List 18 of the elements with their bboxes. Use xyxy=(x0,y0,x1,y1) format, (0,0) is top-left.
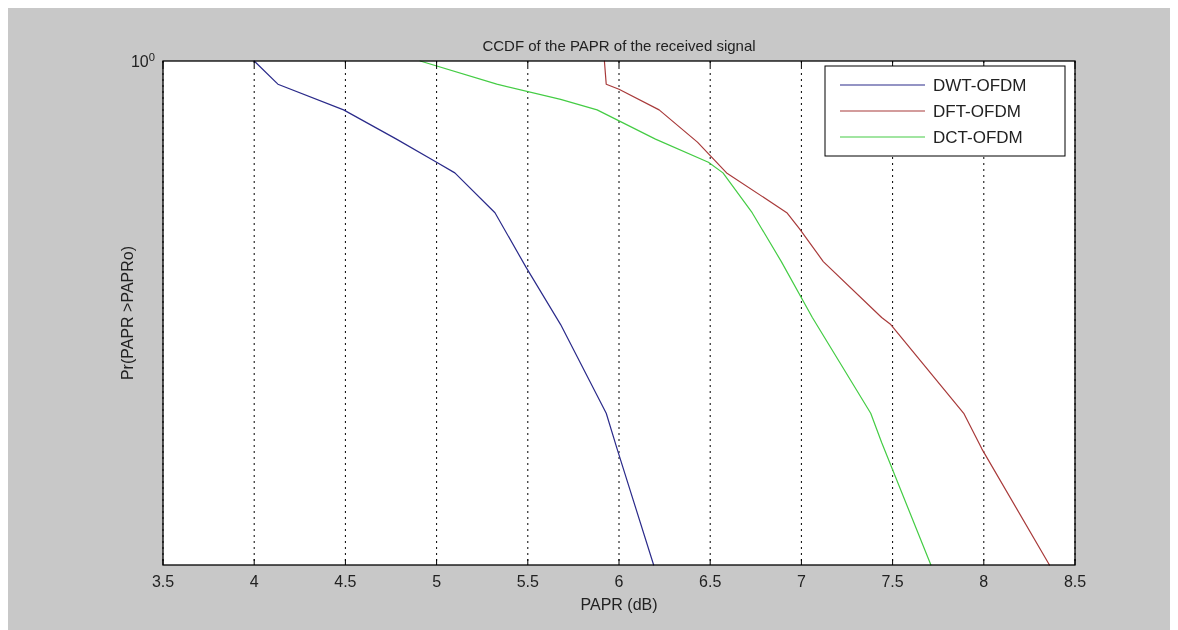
text: 10$^{0}$ xyxy=(130,51,155,70)
chart-title: CCDF of the PAPR of the received signal xyxy=(482,37,756,54)
legend-label: DFT-OFDM xyxy=(933,102,1021,121)
x-axis-title: PAPR (dB) xyxy=(580,596,658,613)
x-tick-label: 8.5 xyxy=(1063,573,1087,590)
x-tick-label: 7.5 xyxy=(881,573,904,590)
x-tick-label: 5.5 xyxy=(516,573,540,590)
x-tick-label: 7 xyxy=(796,573,806,590)
legend-label: DWT-OFDM xyxy=(933,76,1027,95)
legend-label: DCT-OFDM xyxy=(933,128,1023,147)
x-tick-label: 4.5 xyxy=(334,573,357,590)
x-tick-label: 5 xyxy=(432,573,442,590)
y-axis-title: Pr(PAPR >PAPRo) xyxy=(119,245,136,381)
x-tick-label: 4 xyxy=(249,573,259,590)
x-tick-label: 6 xyxy=(614,573,624,590)
x-tick-label: 3.5 xyxy=(151,573,175,590)
x-tick-label: 6.5 xyxy=(699,573,722,590)
x-tick-label: 8 xyxy=(979,573,989,590)
